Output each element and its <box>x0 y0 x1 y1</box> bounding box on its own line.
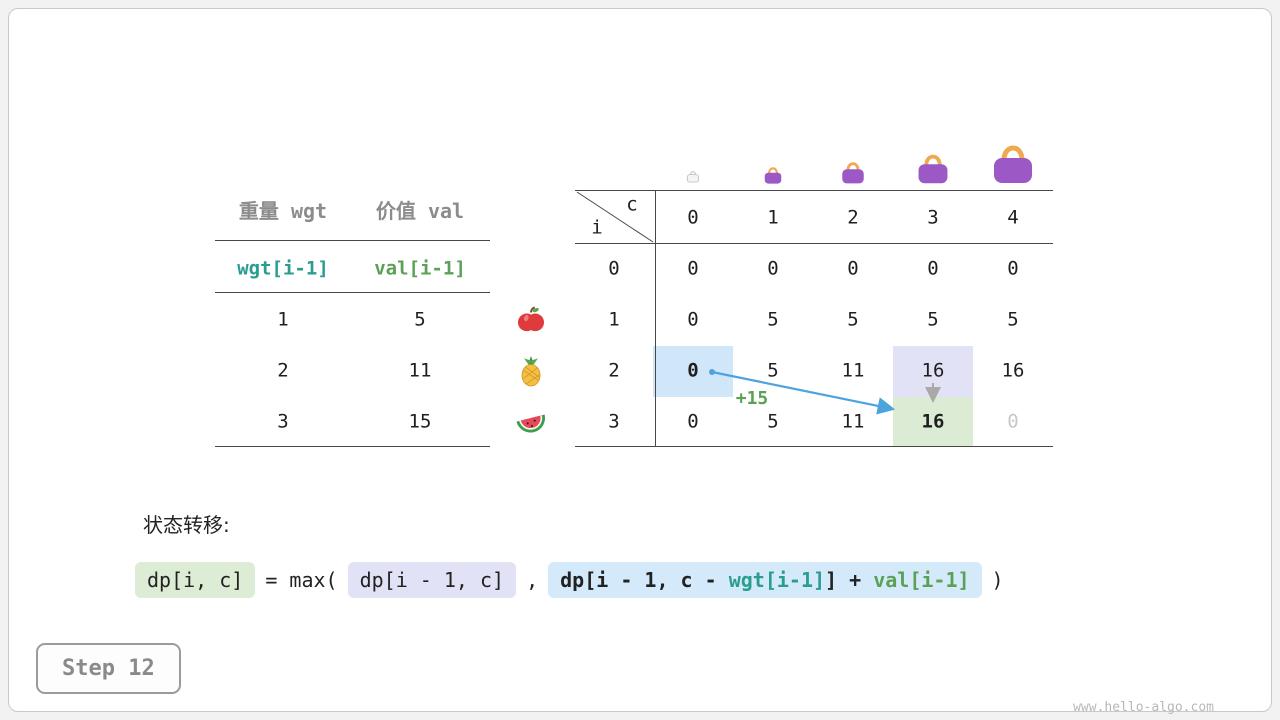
formula-lhs: dp[i, c] <box>135 562 256 598</box>
left-table-line <box>215 292 490 293</box>
dp-col-header: 1 <box>767 206 779 229</box>
dp-cell: 5 <box>767 359 779 382</box>
bag-icon <box>988 138 1038 184</box>
transition-title: 状态转移: <box>143 513 230 537</box>
left-table-index-val: val[i-1] <box>374 257 466 280</box>
left-table-cell: 3 <box>277 410 289 433</box>
dp-cell: 0 <box>687 410 699 433</box>
bag-icon <box>839 158 867 184</box>
dp-cell: 11 <box>841 410 865 433</box>
bag-icon <box>686 168 701 183</box>
formula-arg1: dp[i - 1, c] <box>347 562 517 598</box>
dp-row-header: 0 <box>608 257 620 280</box>
dp-table-line <box>655 190 656 446</box>
dp-col-header: 0 <box>687 206 699 229</box>
left-table-line <box>215 446 490 447</box>
dp-row-header: 1 <box>608 308 620 331</box>
dp-cell-prev: 16 <box>921 359 945 382</box>
dp-cell-source: 0 <box>687 359 699 382</box>
dp-table-corner: i c <box>575 190 655 243</box>
formula-arg2-mid: ] + <box>825 568 874 592</box>
left-table-header-val: 价值 val <box>375 199 465 223</box>
figure-panel <box>8 8 1272 712</box>
dp-cell: 5 <box>927 308 939 331</box>
left-table-index-wgt: wgt[i-1] <box>237 257 329 280</box>
dp-cell: 5 <box>767 410 779 433</box>
dp-col-header: 2 <box>847 206 859 229</box>
dp-col-header: 4 <box>1007 206 1019 229</box>
formula-close: ) <box>991 568 1004 592</box>
dp-table-line <box>575 243 1053 244</box>
transition-gain-label: +15 <box>735 388 769 409</box>
dp-axis-label-i: i <box>591 216 603 239</box>
pineapple-icon <box>516 355 546 387</box>
formula-arg2-prefix: dp[i - 1, c - <box>560 568 729 592</box>
dp-cell: 5 <box>847 308 859 331</box>
dp-cell: 0 <box>767 257 779 280</box>
formula-arg2: dp[i - 1, c - wgt[i-1]] + val[i-1] <box>548 562 982 598</box>
left-table-cell: 5 <box>414 308 426 331</box>
dp-col-header: 3 <box>927 206 939 229</box>
formula-arg2-wgt: wgt[i-1] <box>728 568 826 592</box>
dp-cell: 11 <box>841 359 865 382</box>
dp-cell: 5 <box>767 308 779 331</box>
watermelon-icon <box>514 407 548 437</box>
dp-cell: 0 <box>847 257 859 280</box>
dp-table-line <box>575 446 1053 447</box>
dp-row-header: 3 <box>608 410 620 433</box>
formula-arg2-val: val[i-1] <box>873 568 970 592</box>
left-table-cell: 1 <box>277 308 289 331</box>
dp-cell: 5 <box>1007 308 1019 331</box>
state-transition-formula: dp[i, c] = max( dp[i - 1, c] , dp[i - 1,… <box>135 562 1004 598</box>
dp-cell: 0 <box>1007 257 1019 280</box>
dp-cell: 0 <box>927 257 939 280</box>
dp-cell: 0 <box>687 257 699 280</box>
dp-cell-unfilled: 0 <box>1007 410 1019 433</box>
left-table-cell: 15 <box>408 410 432 433</box>
formula-equals: = max( <box>265 568 338 592</box>
dp-row-header: 2 <box>608 359 620 382</box>
left-table-header-wgt: 重量 wgt <box>238 199 328 223</box>
apple-icon <box>516 305 546 335</box>
watermark: www.hello-algo.com <box>1073 700 1214 715</box>
dp-cell-current: 16 <box>921 410 945 433</box>
bag-icon <box>763 164 784 184</box>
dp-cell-highlight-current <box>893 397 973 446</box>
dp-axis-label-c: c <box>626 193 638 216</box>
left-table-cell: 11 <box>408 359 432 382</box>
left-table-cell: 2 <box>277 359 289 382</box>
bag-icon <box>914 149 952 184</box>
dp-cell: 0 <box>687 308 699 331</box>
dp-table-line <box>575 190 1053 191</box>
left-table-line <box>215 240 490 241</box>
formula-comma: , <box>526 568 539 592</box>
dp-cell: 16 <box>1001 359 1025 382</box>
step-badge: Step 12 <box>36 643 181 694</box>
